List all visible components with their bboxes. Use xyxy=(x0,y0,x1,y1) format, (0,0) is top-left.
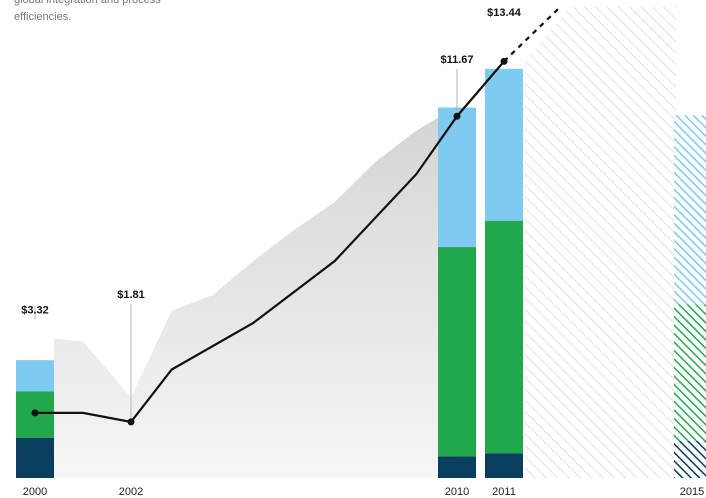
x-tick-label: 2000 xyxy=(23,486,47,498)
intro-text: global integration and process efficienc… xyxy=(14,0,161,26)
value-label: $3.32 xyxy=(21,305,49,317)
projection-line-path xyxy=(503,6,562,63)
trend-point xyxy=(31,409,39,417)
leader-lines xyxy=(34,69,458,422)
value-label: $13.44 xyxy=(487,7,522,19)
range-band xyxy=(54,106,457,478)
value-labels: $3.32 $1.81 $11.67 $13.44 xyxy=(21,7,521,317)
bar-2011-segment-dark-blue xyxy=(485,453,523,478)
value-label: $11.67 xyxy=(440,54,473,66)
intro-line-1: global integration and process xyxy=(14,0,161,6)
value-label: $1.81 xyxy=(117,289,145,301)
bar-2010-segment-dark-blue xyxy=(438,456,476,478)
bar-2011-segment-green xyxy=(485,220,523,454)
projection-hatch-area xyxy=(525,6,676,479)
trend-point xyxy=(127,418,135,426)
bar-2015-segment-light-blue xyxy=(674,115,706,305)
trend-point xyxy=(500,57,508,65)
trend-point xyxy=(453,112,461,120)
x-tick-label: 2015 xyxy=(680,486,704,498)
range-band-area xyxy=(54,106,457,478)
trend-line xyxy=(31,6,562,426)
bar-2010-segment-green xyxy=(438,247,476,457)
bar-2011-segment-light-blue xyxy=(485,68,523,221)
x-axis: 2000 2002 2010 2011 2015 xyxy=(23,486,704,498)
x-tick-label: 2010 xyxy=(445,486,469,498)
bars xyxy=(16,68,706,478)
bar-2015-segment-dark-blue xyxy=(674,440,706,478)
bar-2000-segment-light-blue xyxy=(16,360,54,392)
bar-2010-segment-light-blue xyxy=(438,107,476,248)
bar-2015-segment-green xyxy=(674,304,706,441)
bar-2000-segment-dark-blue xyxy=(16,437,54,478)
trend-line-path xyxy=(35,60,505,424)
intro-line-2: efficiencies. xyxy=(14,11,72,23)
x-tick-label: 2002 xyxy=(119,486,143,498)
x-tick-label: 2011 xyxy=(492,486,516,498)
projection-region xyxy=(525,6,676,479)
